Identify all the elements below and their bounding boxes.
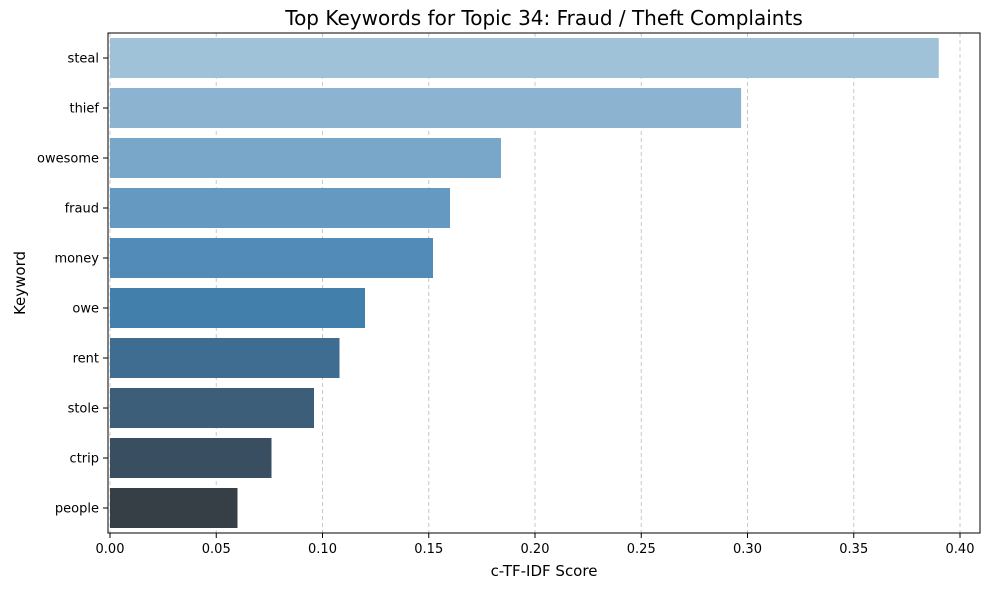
x-tick-label: 0.00 [96,542,125,557]
y-tick-label-ctrip: ctrip [70,452,99,467]
bar-ctrip [110,438,272,478]
x-tick-label: 0.05 [202,542,231,557]
x-axis-label: c-TF-IDF Score [491,562,598,580]
y-tick-label-stole: stole [68,402,99,417]
y-tick-label-people: people [55,502,99,517]
x-tick-label: 0.20 [521,542,550,557]
bar-thief [110,88,742,128]
bar-steal [110,38,939,78]
y-tick-label-steal: steal [68,52,99,67]
x-tick-label: 0.10 [308,542,337,557]
chart-title: Top Keywords for Topic 34: Fraud / Theft… [284,6,803,30]
x-tick-label: 0.35 [839,542,868,557]
plot-frame [107,32,981,534]
bar-owesome [110,138,501,178]
bar-rent [110,338,340,378]
bar-money [110,238,433,278]
y-tick-label-money: money [54,252,99,267]
y-tick-label-owe: owe [72,302,99,317]
y-tick-label-rent: rent [73,352,99,367]
bar-people [110,488,238,528]
bar-fraud [110,188,450,228]
y-ticks: steal thief owesome fraud money owe rent stole c… [37,52,108,517]
y-tick-label-owesome: owesome [37,152,99,167]
x-tick-label: 0.25 [627,542,656,557]
bar-owe [110,288,365,328]
y-axis-label: Keyword [11,251,29,315]
y-tick-label-thief: thief [69,102,99,117]
y-tick-label-fraud: fraud [65,202,99,217]
x-tick-label: 0.40 [946,542,975,557]
x-tick-label: 0.15 [414,542,443,557]
bar-stole [110,388,314,428]
bars [110,38,939,528]
x-tick-label: 0.30 [733,542,762,557]
x-ticks: 0.00 0.05 0.10 0.15 0.20 0.25 0.30 0.35 0.40 [96,533,975,557]
